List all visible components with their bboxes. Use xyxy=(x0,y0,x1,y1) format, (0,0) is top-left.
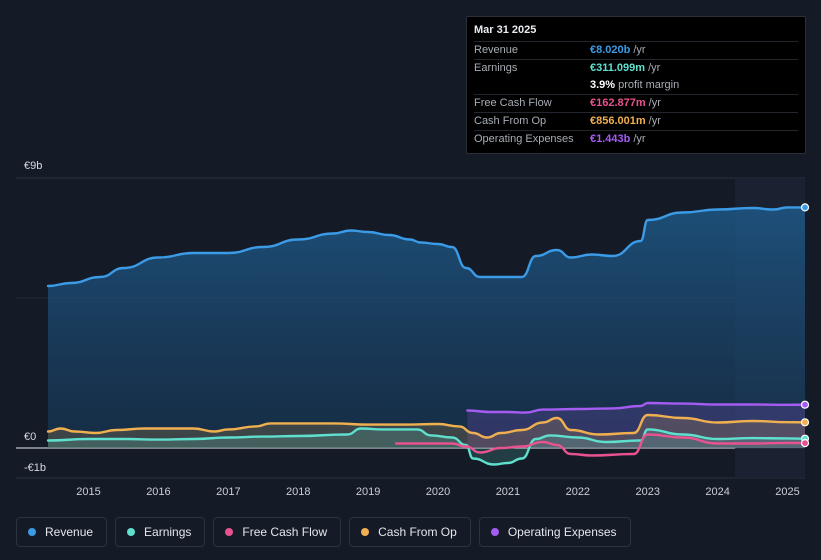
x-tick-label: 2023 xyxy=(635,486,659,498)
legend-dot-icon xyxy=(490,528,499,536)
legend-operating-expenses[interactable]: Operating Expenses xyxy=(478,517,631,547)
series-areas xyxy=(48,207,805,465)
tooltip-value: €1.443b xyxy=(590,133,631,145)
y-tick-label: €9b xyxy=(24,160,42,172)
tooltip-row-operating-expenses: Operating Expenses €1.443b /yr xyxy=(474,130,798,148)
operating-expenses-line xyxy=(466,401,807,414)
cash-from-op-endpoint xyxy=(800,418,810,427)
tooltip-unit: /yr xyxy=(648,115,661,127)
x-tick-label: 2021 xyxy=(496,486,520,498)
legend-free-cash-flow[interactable]: Free Cash Flow xyxy=(213,517,342,547)
legend-dot-icon xyxy=(28,528,36,536)
revenue-area xyxy=(48,207,805,448)
tooltip-unit: /yr xyxy=(633,44,646,56)
x-tick-label: 2019 xyxy=(356,486,380,498)
y-tick-label: -€1b xyxy=(24,462,46,474)
legend-dot-icon xyxy=(361,528,370,536)
legend-label: Cash From Op xyxy=(378,525,457,539)
legend-dot-icon xyxy=(127,528,136,536)
tooltip-value: €311.099m xyxy=(590,62,646,74)
free-cash-flow-line xyxy=(394,433,807,457)
x-tick-label: 2016 xyxy=(146,486,170,498)
x-tick-label: 2022 xyxy=(566,486,590,498)
tooltip-row-revenue: Revenue €8.020b /yr xyxy=(474,41,798,59)
tooltip-unit: /yr xyxy=(648,97,661,109)
x-axis-labels: 2015 2016 2017 2018 2019 2020 2021 2022 2023 2024… xyxy=(76,486,799,498)
chart-legend: Revenue Earnings Free Cash Flow Cash Fro… xyxy=(16,517,631,547)
cash-from-op-line xyxy=(46,413,807,439)
x-tick-label: 2020 xyxy=(426,486,450,498)
revenue-line xyxy=(46,206,807,288)
x-tick-label: 2018 xyxy=(286,486,310,498)
tooltip-unit: /yr xyxy=(648,62,661,74)
data-tooltip: Mar 31 2025 Revenue €8.020b /yr Earnings… xyxy=(466,16,806,154)
tooltip-value: €856.001m xyxy=(590,115,646,127)
legend-label: Earnings xyxy=(144,525,192,539)
tooltip-row-cash-from-op: Cash From Op €856.001m /yr xyxy=(474,112,798,130)
tooltip-label xyxy=(474,77,590,94)
tooltip-unit: profit margin xyxy=(618,79,680,91)
legend-label: Revenue xyxy=(45,525,94,539)
tooltip-value: €8.020b xyxy=(590,44,631,56)
free-cash-flow-endpoint xyxy=(800,439,810,448)
y-axis-labels: €9b €0 -€1b xyxy=(24,160,46,474)
tooltip-row-profit-margin: 3.9% profit margin xyxy=(474,77,798,94)
tooltip-value: €162.877m xyxy=(590,97,646,109)
tooltip-label: Cash From Op xyxy=(474,115,547,127)
tooltip-date: Mar 31 2025 xyxy=(474,24,537,36)
legend-dot-icon xyxy=(225,528,234,536)
tooltip-label: Revenue xyxy=(474,44,519,56)
revenue-endpoint xyxy=(800,203,810,212)
earnings-line xyxy=(46,427,807,466)
x-tick-label: 2015 xyxy=(76,486,100,498)
tooltip-label: Operating Expenses xyxy=(474,133,574,145)
tooltip-unit: /yr xyxy=(633,133,646,145)
x-tick-label: 2024 xyxy=(705,486,729,498)
tooltip-label: Earnings xyxy=(474,62,518,74)
tooltip-row-earnings: Earnings €311.099m /yr xyxy=(474,59,798,77)
y-tick-label: €0 xyxy=(24,431,36,443)
x-tick-label: 2017 xyxy=(216,486,240,498)
legend-cash-from-op[interactable]: Cash From Op xyxy=(349,517,471,547)
tooltip-label: Free Cash Flow xyxy=(474,97,552,109)
series-endpoints xyxy=(800,203,810,448)
cash-from-op-area xyxy=(48,415,805,448)
operating-expenses-area xyxy=(467,403,805,448)
legend-revenue[interactable]: Revenue xyxy=(16,517,108,547)
legend-label: Operating Expenses xyxy=(507,525,617,539)
tooltip-row-free-cash-flow: Free Cash Flow €162.877m /yr xyxy=(474,94,798,112)
operating-expenses-endpoint xyxy=(800,400,810,409)
tooltip-value: 3.9% xyxy=(590,79,616,91)
legend-label: Free Cash Flow xyxy=(242,525,328,539)
series-lines xyxy=(46,206,807,466)
legend-earnings[interactable]: Earnings xyxy=(115,517,206,547)
x-tick-label: 2025 xyxy=(775,486,799,498)
